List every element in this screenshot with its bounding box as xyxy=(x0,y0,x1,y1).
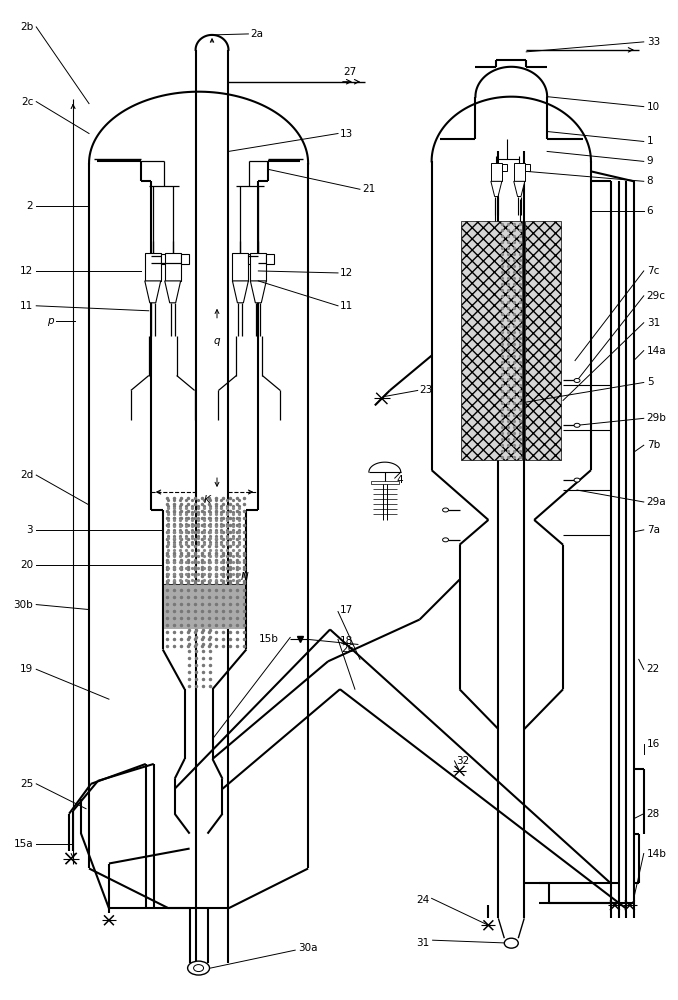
Text: 23: 23 xyxy=(420,385,433,395)
Text: 30a: 30a xyxy=(298,943,318,953)
Ellipse shape xyxy=(188,961,210,975)
Polygon shape xyxy=(165,281,180,303)
Text: 11: 11 xyxy=(20,301,33,311)
Text: 26: 26 xyxy=(342,644,355,654)
Ellipse shape xyxy=(194,965,203,972)
Bar xyxy=(371,481,399,484)
Text: 14b: 14b xyxy=(647,849,666,859)
Text: 25: 25 xyxy=(20,779,33,789)
Text: 15b: 15b xyxy=(258,634,278,644)
Text: 30b: 30b xyxy=(14,600,33,610)
Text: 28: 28 xyxy=(647,809,660,819)
Bar xyxy=(266,254,275,264)
Text: 5: 5 xyxy=(647,377,654,387)
Text: 20: 20 xyxy=(20,560,33,570)
Text: 12: 12 xyxy=(340,268,353,278)
Bar xyxy=(161,254,169,264)
Polygon shape xyxy=(491,181,502,197)
Text: 2c: 2c xyxy=(21,97,33,107)
Ellipse shape xyxy=(443,538,449,542)
Text: 3: 3 xyxy=(26,525,33,535)
Text: 7a: 7a xyxy=(647,525,660,535)
Text: 2a: 2a xyxy=(250,29,263,39)
Bar xyxy=(233,253,248,281)
Text: 19: 19 xyxy=(20,664,33,674)
Text: 27: 27 xyxy=(343,67,356,77)
Text: 31: 31 xyxy=(416,938,430,948)
Polygon shape xyxy=(145,281,161,303)
Ellipse shape xyxy=(574,378,580,382)
Text: 13: 13 xyxy=(340,129,353,139)
Text: 12: 12 xyxy=(20,266,33,276)
Text: 7c: 7c xyxy=(647,266,659,276)
Text: 2b: 2b xyxy=(20,22,33,32)
Polygon shape xyxy=(233,281,248,303)
Text: 24: 24 xyxy=(416,895,430,905)
Polygon shape xyxy=(250,281,266,303)
Text: 16: 16 xyxy=(647,739,660,749)
Text: 14a: 14a xyxy=(647,346,666,356)
Text: 11: 11 xyxy=(340,301,353,311)
Text: q: q xyxy=(214,336,220,346)
Text: 29a: 29a xyxy=(647,497,666,507)
Ellipse shape xyxy=(504,938,518,948)
Text: 17: 17 xyxy=(340,605,353,615)
Text: p: p xyxy=(47,316,53,326)
Bar xyxy=(491,163,502,181)
Ellipse shape xyxy=(443,508,449,512)
Text: 15a: 15a xyxy=(14,839,33,849)
Ellipse shape xyxy=(574,478,580,482)
Bar xyxy=(145,253,161,281)
Polygon shape xyxy=(514,181,525,197)
Text: 22: 22 xyxy=(647,664,660,674)
Bar xyxy=(165,253,180,281)
Text: 4: 4 xyxy=(397,475,403,485)
Text: 2d: 2d xyxy=(20,470,33,480)
Bar xyxy=(514,163,525,181)
Text: 9: 9 xyxy=(647,156,654,166)
Text: 1: 1 xyxy=(647,136,654,146)
Bar xyxy=(163,585,245,629)
Bar xyxy=(525,164,530,171)
Ellipse shape xyxy=(574,423,580,427)
Text: N: N xyxy=(241,572,248,582)
Bar xyxy=(525,221,561,460)
Text: 29b: 29b xyxy=(647,413,666,423)
Text: 29c: 29c xyxy=(647,291,666,301)
Text: 18: 18 xyxy=(340,636,353,646)
Bar xyxy=(502,164,507,171)
Text: 10: 10 xyxy=(647,102,660,112)
Bar xyxy=(250,253,266,281)
Text: 8: 8 xyxy=(647,176,654,186)
Bar xyxy=(180,254,188,264)
Text: 6: 6 xyxy=(647,206,654,216)
Bar xyxy=(248,254,256,264)
Text: 21: 21 xyxy=(362,184,375,194)
Text: 33: 33 xyxy=(647,37,660,47)
Bar xyxy=(460,221,522,460)
Text: K: K xyxy=(204,495,211,505)
Text: 2: 2 xyxy=(26,201,33,211)
Text: 31: 31 xyxy=(647,318,660,328)
Text: 32: 32 xyxy=(456,756,470,766)
Text: 7b: 7b xyxy=(647,440,660,450)
